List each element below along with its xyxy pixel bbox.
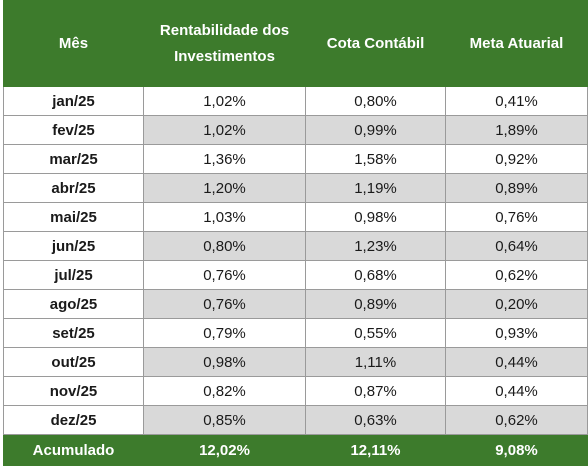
cota-cell: 1,23% (305, 231, 446, 261)
header-investments-line2: Investimentos (174, 47, 275, 65)
header-row: Mês Rentabilidade dos Investimentos Cota… (3, 0, 588, 87)
rent-cell: 1,02% (143, 86, 306, 116)
rent-cell: 1,36% (143, 144, 306, 174)
rent-cell: 1,02% (143, 115, 306, 145)
table-row: out/25 0,98% 1,11% 0,44% (3, 347, 588, 377)
month-cell: ago/25 (3, 289, 144, 319)
meta-cell: 0,20% (445, 289, 588, 319)
table-row: mar/25 1,36% 1,58% 0,92% (3, 144, 588, 174)
table-header: Mês Rentabilidade dos Investimentos Cota… (3, 0, 588, 87)
month-cell: mar/25 (3, 144, 144, 174)
table-row: fev/25 1,02% 0,99% 1,89% (3, 115, 588, 145)
header-investments-line1: Rentabilidade dos (159, 21, 290, 39)
rent-cell: 0,76% (143, 260, 306, 290)
table-row: abr/25 1,20% 1,19% 0,89% (3, 173, 588, 203)
cota-cell: 0,87% (305, 376, 446, 406)
header-month-label: Mês (58, 34, 89, 52)
month-cell: set/25 (3, 318, 144, 348)
header-month: Mês (3, 0, 144, 87)
month-cell: out/25 (3, 347, 144, 377)
meta-cell: 0,41% (445, 86, 588, 116)
table-row: jul/25 0,76% 0,68% 0,62% (3, 260, 588, 290)
cota-cell: 0,98% (305, 202, 446, 232)
rent-cell: 0,80% (143, 231, 306, 261)
rent-cell: 0,98% (143, 347, 306, 377)
table-row: dez/25 0,85% 0,63% 0,62% (3, 405, 588, 435)
rent-cell: 0,76% (143, 289, 306, 319)
rent-cell: 0,82% (143, 376, 306, 406)
meta-cell: 1,89% (445, 115, 588, 145)
month-cell: dez/25 (3, 405, 144, 435)
cota-cell: 0,89% (305, 289, 446, 319)
month-cell: jun/25 (3, 231, 144, 261)
month-cell: mai/25 (3, 202, 144, 232)
table-row: jan/25 1,02% 0,80% 0,41% (3, 86, 588, 116)
meta-cell: 0,64% (445, 231, 588, 261)
cota-cell: 1,11% (305, 347, 446, 377)
month-cell: jul/25 (3, 260, 144, 290)
table-row: jun/25 0,80% 1,23% 0,64% (3, 231, 588, 261)
rent-cell: 1,20% (143, 173, 306, 203)
cota-cell: 1,58% (305, 144, 446, 174)
meta-cell: 0,89% (445, 173, 588, 203)
month-cell: jan/25 (3, 86, 144, 116)
accumulated-meta: 9,08% (445, 434, 588, 466)
header-meta: Meta Atuarial (445, 0, 588, 87)
header-cota-label: Cota Contábil (326, 34, 425, 52)
accumulated-rent: 12,02% (143, 434, 306, 466)
table-footer: Acumulado 12,02% 12,11% 9,08% (3, 434, 588, 466)
meta-cell: 0,76% (445, 202, 588, 232)
accumulated-cota: 12,11% (305, 434, 446, 466)
month-cell: abr/25 (3, 173, 144, 203)
header-cota: Cota Contábil (305, 0, 446, 87)
accumulated-label: Acumulado (3, 434, 144, 466)
rent-cell: 0,85% (143, 405, 306, 435)
meta-cell: 0,92% (445, 144, 588, 174)
month-cell: nov/25 (3, 376, 144, 406)
table-row: ago/25 0,76% 0,89% 0,20% (3, 289, 588, 319)
meta-cell: 0,93% (445, 318, 588, 348)
rent-cell: 1,03% (143, 202, 306, 232)
accumulated-row: Acumulado 12,02% 12,11% 9,08% (3, 434, 588, 466)
cota-cell: 0,63% (305, 405, 446, 435)
header-meta-label: Meta Atuarial (469, 34, 564, 52)
cota-cell: 0,68% (305, 260, 446, 290)
table-row: mai/25 1,03% 0,98% 0,76% (3, 202, 588, 232)
table-body: jan/25 1,02% 0,80% 0,41% fev/25 1,02% 0,… (3, 86, 588, 435)
meta-cell: 0,44% (445, 376, 588, 406)
cota-cell: 0,55% (305, 318, 446, 348)
meta-cell: 0,62% (445, 405, 588, 435)
performance-table: Mês Rentabilidade dos Investimentos Cota… (3, 0, 588, 466)
table-row: set/25 0,79% 0,55% 0,93% (3, 318, 588, 348)
cota-cell: 0,80% (305, 86, 446, 116)
cota-cell: 0,99% (305, 115, 446, 145)
rent-cell: 0,79% (143, 318, 306, 348)
meta-cell: 0,62% (445, 260, 588, 290)
table-row: nov/25 0,82% 0,87% 0,44% (3, 376, 588, 406)
header-investments: Rentabilidade dos Investimentos (143, 0, 306, 87)
meta-cell: 0,44% (445, 347, 588, 377)
cota-cell: 1,19% (305, 173, 446, 203)
month-cell: fev/25 (3, 115, 144, 145)
